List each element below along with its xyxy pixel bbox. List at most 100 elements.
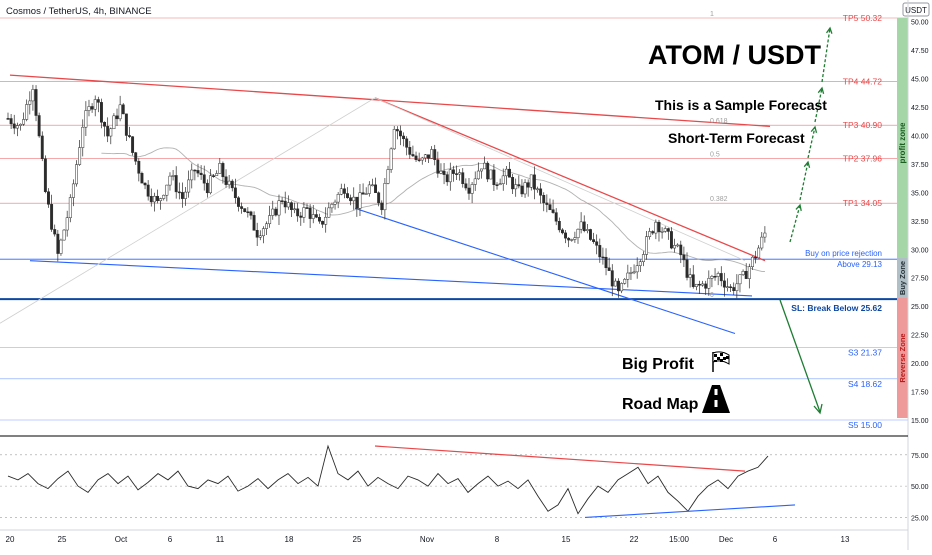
axis-layer: 15.00 17.50 20.00 22.50 25.00 27.50 30.00 32.50… bbox=[6, 20, 929, 544]
time-tick-label: 8 bbox=[495, 535, 500, 544]
candle-body bbox=[698, 283, 701, 286]
fib-level-label: 1 bbox=[710, 11, 714, 18]
candle-body bbox=[103, 122, 107, 127]
candle-body bbox=[243, 208, 247, 213]
candle-body bbox=[106, 126, 110, 137]
candle-body bbox=[517, 184, 521, 187]
fib-anchor-line bbox=[0, 97, 376, 324]
time-tick-label: 15:00 bbox=[669, 535, 690, 544]
candle-body bbox=[377, 192, 381, 204]
candle-body bbox=[50, 204, 54, 230]
candle-body bbox=[576, 228, 580, 238]
time-tick-label: 25 bbox=[353, 535, 362, 544]
candle-body bbox=[370, 184, 374, 187]
candle-body bbox=[414, 155, 418, 160]
candle-body bbox=[395, 129, 399, 132]
candle-body bbox=[224, 176, 228, 185]
rsi-resistance-line bbox=[374, 445, 746, 472]
reverse-zone-strip bbox=[897, 298, 908, 418]
candle-body bbox=[240, 206, 244, 209]
forecast-arrow-segment bbox=[789, 204, 801, 243]
candle-body bbox=[694, 283, 698, 287]
candle-body bbox=[638, 261, 642, 266]
forecast-arrow-head bbox=[825, 26, 833, 34]
candle-body bbox=[305, 207, 309, 209]
candle-body bbox=[732, 287, 736, 291]
candle-body bbox=[330, 204, 334, 209]
forecast-arrow-head bbox=[810, 125, 818, 133]
candle-body bbox=[168, 175, 172, 186]
time-tick-label: 11 bbox=[216, 535, 225, 544]
candle-body bbox=[473, 178, 477, 185]
candle-body bbox=[722, 280, 726, 288]
candle-body bbox=[87, 106, 91, 111]
candle-body bbox=[99, 102, 103, 123]
candle-body bbox=[744, 270, 748, 279]
candle-body bbox=[738, 274, 742, 285]
candle-body bbox=[626, 272, 630, 280]
candle-body bbox=[349, 197, 353, 202]
descending-resistance bbox=[374, 97, 766, 262]
candle-body bbox=[648, 231, 652, 237]
candle-body bbox=[651, 231, 655, 234]
candle-body bbox=[448, 169, 452, 183]
downside-arrow bbox=[779, 299, 821, 413]
candle-body bbox=[230, 180, 234, 189]
candle-body bbox=[34, 89, 38, 116]
target-level-label: TP3 40.90 bbox=[843, 120, 882, 130]
candle-body bbox=[302, 207, 306, 218]
candle-body bbox=[713, 276, 717, 278]
candle-body bbox=[560, 229, 564, 234]
rsi-tick-label: 50.00 bbox=[911, 484, 929, 491]
time-tick-label: 22 bbox=[630, 535, 639, 544]
candle-body bbox=[511, 177, 515, 190]
candle-body bbox=[12, 123, 16, 129]
candle-body bbox=[187, 179, 191, 193]
candle-body bbox=[333, 201, 337, 205]
candle-body bbox=[96, 99, 100, 103]
descending-support bbox=[354, 207, 736, 335]
candle-body bbox=[514, 184, 518, 190]
sample-forecast-text: This is a Sample Forecast bbox=[655, 97, 827, 113]
candle-body bbox=[592, 239, 596, 242]
price-tick-label: 22.50 bbox=[911, 333, 929, 340]
candle-body bbox=[124, 113, 128, 136]
checkered-flag-icon bbox=[712, 351, 730, 372]
candle-body bbox=[433, 149, 437, 160]
support-level-label: S5 15.00 bbox=[848, 420, 882, 430]
candle-body bbox=[199, 172, 203, 175]
price-tick-label: 45.00 bbox=[911, 77, 929, 84]
candle-body bbox=[149, 196, 153, 203]
candle-body bbox=[205, 182, 209, 194]
stop-loss-label: SL: Break Below 25.62 bbox=[791, 303, 882, 313]
candle-body bbox=[274, 208, 278, 216]
candle-body bbox=[31, 89, 35, 102]
forecast-arrow-segment bbox=[821, 27, 831, 83]
candle-body bbox=[532, 174, 536, 190]
candle-body bbox=[617, 280, 620, 292]
candle-body bbox=[177, 191, 181, 194]
candle-body bbox=[701, 283, 705, 286]
candle-body bbox=[629, 272, 633, 274]
candle-body bbox=[15, 125, 19, 129]
price-tick-label: 30.00 bbox=[911, 247, 929, 254]
road-map-text: Road Map bbox=[622, 396, 699, 413]
candle-body bbox=[246, 211, 250, 214]
candle-body bbox=[582, 221, 586, 232]
buy-zone-label: Buy Zone bbox=[898, 261, 907, 295]
candle-body bbox=[716, 273, 720, 277]
profit-zone-label: profit zone bbox=[898, 122, 907, 163]
candle-body bbox=[601, 256, 605, 259]
candle-body bbox=[233, 187, 237, 199]
candle-body bbox=[364, 193, 368, 195]
candle-body bbox=[84, 110, 88, 128]
candle-body bbox=[585, 229, 589, 232]
rsi-line bbox=[7, 444, 769, 515]
trend-layer bbox=[0, 74, 771, 335]
candle-body bbox=[321, 220, 325, 225]
candle-body bbox=[255, 230, 259, 238]
candle-body bbox=[536, 188, 539, 191]
candle-body bbox=[623, 279, 627, 284]
fib-level-label: 0 bbox=[710, 292, 714, 299]
candle-body bbox=[735, 283, 739, 291]
